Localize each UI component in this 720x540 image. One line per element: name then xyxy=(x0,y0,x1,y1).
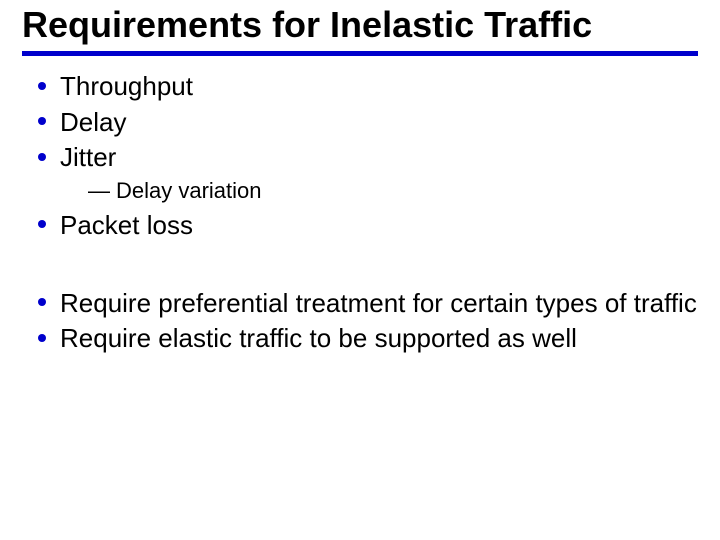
list-item-label: Packet loss xyxy=(60,210,193,240)
sub-list: — Delay variation xyxy=(60,177,698,205)
bullet-icon xyxy=(38,334,46,342)
bullet-list-group-2: Require preferential treatment for certa… xyxy=(22,287,698,357)
dash-icon: — xyxy=(88,177,110,205)
bullet-icon xyxy=(38,220,46,228)
list-item-label: Delay xyxy=(60,107,126,137)
list-item-label: Jitter xyxy=(60,142,116,172)
sub-list-item: — Delay variation xyxy=(88,177,698,205)
spacer xyxy=(22,245,698,273)
list-item: Packet loss xyxy=(38,209,698,243)
list-item: Require elastic traffic to be supported … xyxy=(38,322,698,356)
list-item-label: Throughput xyxy=(60,71,193,101)
bullet-icon xyxy=(38,117,46,125)
list-item-label: Require elastic traffic to be supported … xyxy=(60,323,577,353)
bullet-icon xyxy=(38,82,46,90)
sub-list-item-label: Delay variation xyxy=(116,178,262,203)
list-item: Delay xyxy=(38,106,698,140)
bullet-list-group-1: Throughput Delay Jitter — Delay variatio… xyxy=(22,70,698,243)
slide-title: Requirements for Inelastic Traffic xyxy=(22,6,698,56)
slide: Requirements for Inelastic Traffic Throu… xyxy=(0,0,720,540)
list-item: Jitter — Delay variation xyxy=(38,141,698,204)
bullet-icon xyxy=(38,153,46,161)
list-item: Require preferential treatment for certa… xyxy=(38,287,698,321)
list-item: Throughput xyxy=(38,70,698,104)
bullet-icon xyxy=(38,298,46,306)
list-item-label: Require preferential treatment for certa… xyxy=(60,288,697,318)
